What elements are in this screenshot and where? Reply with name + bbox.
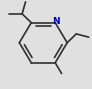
Text: N: N — [53, 17, 60, 26]
